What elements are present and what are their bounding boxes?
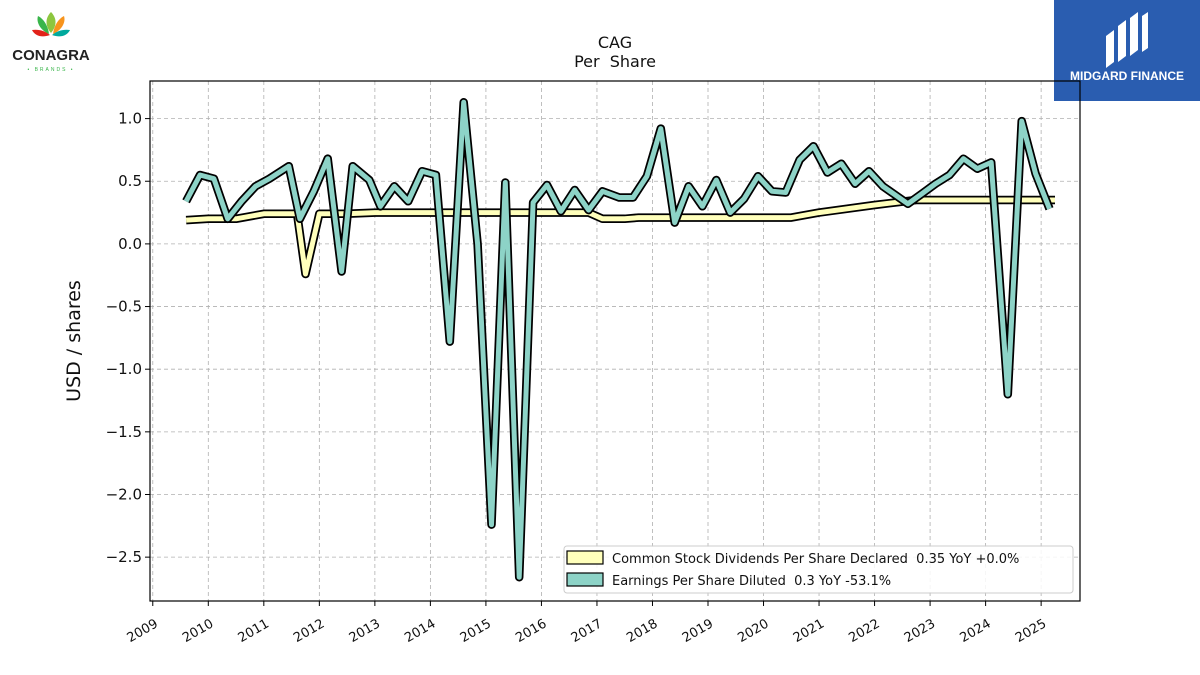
series-lines — [182, 98, 1055, 582]
x-axis-ticks: 2009 2010 2011 2012 2013 2014 2015 2016 2017 2018… — [125, 601, 1049, 646]
legend: Common Stock Dividends Per Share Declare… — [563, 545, 1074, 594]
svg-text:• BRANDS •: • BRANDS • — [27, 67, 74, 73]
y-axis-ticks: 1.0 0.5 0.0 −0.5 −1.0 −1.5 −2.0 −2.5 — [106, 110, 150, 566]
x-tick-label: 2018 — [624, 616, 660, 646]
grid — [150, 81, 1080, 601]
series-line-1 — [183, 99, 1052, 580]
x-tick-label: 2016 — [513, 616, 549, 646]
legend-box — [563, 545, 1074, 594]
x-tick-label: 2017 — [569, 616, 605, 646]
x-tick-label: 2022 — [846, 616, 882, 646]
x-tick-label: 2014 — [402, 616, 438, 646]
chart-title: CAG — [598, 33, 632, 52]
x-tick-label: 2023 — [902, 616, 938, 646]
y-tick-label: 0.5 — [118, 172, 142, 190]
y-tick-label: −2.5 — [106, 548, 142, 566]
x-tick-label: 2024 — [957, 616, 993, 646]
legend-label-eps: Earnings Per Share Diluted 0.3 YoY -53.1… — [612, 574, 891, 589]
y-tick-label: 1.0 — [118, 110, 142, 128]
legend-label-dividends: Common Stock Dividends Per Share Declare… — [612, 552, 1019, 567]
chart-subtitle: Per Share — [574, 52, 656, 71]
svg-text:CONAGRA: CONAGRA — [12, 47, 90, 64]
x-tick-label: 2019 — [680, 616, 716, 646]
conagra-logo: CONAGRA • BRANDS • — [12, 12, 90, 73]
legend-swatch-dividends — [566, 550, 604, 565]
x-tick-label: 2020 — [735, 616, 771, 646]
y-tick-label: −1.5 — [106, 423, 142, 441]
y-tick-label: −1.0 — [106, 360, 142, 378]
y-tick-label: −0.5 — [106, 298, 142, 316]
x-tick-label: 2012 — [291, 616, 327, 646]
y-tick-label: −2.0 — [106, 485, 142, 503]
y-tick-label: 0.0 — [118, 235, 142, 253]
y-axis-label: USD / shares — [63, 280, 85, 402]
legend-swatch-eps — [566, 572, 604, 587]
x-tick-label: 2025 — [1013, 616, 1049, 646]
plot-frame — [149, 80, 1081, 602]
x-tick-label: 2011 — [236, 616, 272, 646]
midgard-finance-logo: MIDGARD FINANCE — [1054, 0, 1200, 101]
x-tick-label: 2015 — [458, 616, 494, 646]
series-outline-1 — [182, 98, 1054, 582]
x-tick-label: 2013 — [347, 616, 383, 646]
svg-text:MIDGARD FINANCE: MIDGARD FINANCE — [1070, 69, 1184, 83]
x-tick-label: 2009 — [125, 616, 161, 646]
x-tick-label: 2021 — [791, 616, 827, 646]
x-tick-label: 2010 — [180, 616, 216, 646]
